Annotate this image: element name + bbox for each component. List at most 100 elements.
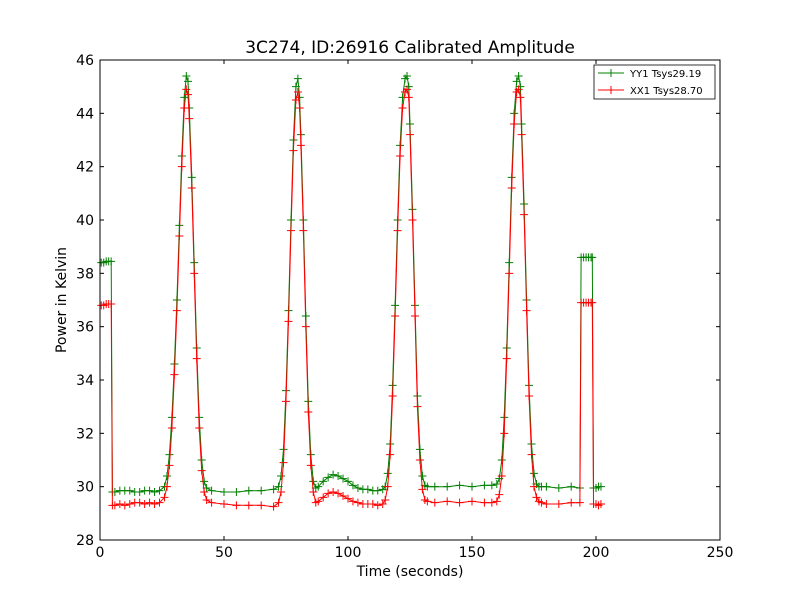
legend-entry-yy1: YY1 Tsys29.19 xyxy=(598,69,701,80)
data-point-marker xyxy=(430,498,439,507)
data-point-marker xyxy=(532,493,541,502)
data-point-marker xyxy=(393,226,402,235)
data-point-marker xyxy=(348,497,357,506)
data-point-marker xyxy=(175,232,184,240)
data-point-marker xyxy=(329,488,338,496)
data-point-marker xyxy=(492,497,501,506)
data-point-marker xyxy=(314,482,323,491)
data-point-marker xyxy=(514,72,523,80)
data-point-marker xyxy=(295,104,304,112)
ticks-layer: 0 50 100 150 200 250 28 30 32 34 36 38 40 42 44 46 xyxy=(76,53,733,561)
data-point-marker xyxy=(468,497,476,506)
data-point-marker xyxy=(202,496,211,504)
data-point-marker xyxy=(487,498,496,507)
data-point-marker xyxy=(293,74,302,83)
data-point-marker xyxy=(334,489,343,498)
y-tick-label: 32 xyxy=(76,426,94,442)
data-point-marker xyxy=(293,88,302,96)
data-point-marker xyxy=(373,501,382,510)
data-point-marker xyxy=(135,498,144,507)
data-point-marker xyxy=(497,456,506,464)
data-point-marker xyxy=(301,322,310,331)
data-point-marker xyxy=(155,498,164,507)
series-layer xyxy=(97,72,605,511)
legend-entry-xx1: XX1 Tsys28.70 xyxy=(598,86,703,97)
data-point-marker xyxy=(232,501,241,510)
y-tick-label: 38 xyxy=(76,266,94,282)
data-point-marker xyxy=(309,488,318,496)
data-point-marker xyxy=(172,306,181,315)
data-point-marker xyxy=(184,77,193,86)
data-point-marker xyxy=(277,472,286,480)
data-point-marker xyxy=(207,498,216,507)
y-tick-label: 36 xyxy=(76,320,94,336)
data-point-marker xyxy=(107,257,116,266)
legend-label-yy1: YY1 Tsys29.19 xyxy=(629,69,701,80)
data-point-marker xyxy=(368,500,377,508)
legend-marker-yy1 xyxy=(607,69,615,77)
data-point-marker xyxy=(530,469,538,478)
data-point-marker xyxy=(192,354,201,363)
data-point-marker xyxy=(150,488,159,496)
data-point-marker xyxy=(443,482,452,491)
data-point-marker xyxy=(430,482,439,491)
data-point-marker xyxy=(353,498,362,507)
data-point-marker xyxy=(170,370,179,379)
data-point-marker xyxy=(510,120,519,128)
data-point-marker xyxy=(418,472,427,480)
data-point-marker xyxy=(480,498,489,507)
data-point-marker xyxy=(510,109,519,118)
data-point-marker xyxy=(306,461,315,470)
data-point-marker xyxy=(542,482,551,491)
data-point-marker xyxy=(244,501,253,510)
data-point-marker xyxy=(525,392,534,400)
data-point-marker xyxy=(140,500,149,508)
data-point-marker xyxy=(588,298,597,307)
data-point-marker xyxy=(296,141,305,150)
x-tick-label: 100 xyxy=(335,545,362,561)
data-point-marker xyxy=(286,226,295,235)
data-point-marker xyxy=(542,500,551,508)
data-point-marker xyxy=(497,472,506,480)
data-point-marker xyxy=(257,486,266,495)
data-point-marker xyxy=(319,493,328,502)
data-point-marker xyxy=(522,306,531,315)
data-point-marker xyxy=(324,489,333,498)
data-point-marker xyxy=(165,461,174,470)
data-point-marker xyxy=(190,269,199,278)
data-point-marker xyxy=(180,104,189,112)
data-point-marker xyxy=(187,184,196,192)
data-point-marker xyxy=(487,481,496,490)
data-point-marker xyxy=(567,482,576,491)
data-point-marker xyxy=(339,492,348,500)
data-point-marker xyxy=(115,500,124,508)
data-point-marker xyxy=(514,85,523,94)
x-tick-label: 200 xyxy=(583,545,610,561)
data-point-marker xyxy=(381,496,390,504)
y-tick-label: 40 xyxy=(76,213,94,229)
data-point-marker xyxy=(177,162,186,171)
x-tick-label: 50 xyxy=(215,545,233,561)
data-point-marker xyxy=(404,93,413,102)
data-point-marker xyxy=(403,72,412,80)
data-point-marker xyxy=(284,317,293,326)
data-point-marker xyxy=(520,210,529,219)
y-tick-label: 28 xyxy=(76,533,94,549)
data-point-marker xyxy=(527,450,536,459)
y-tick-label: 44 xyxy=(76,106,94,122)
data-point-marker xyxy=(344,494,352,503)
data-point-marker xyxy=(516,93,525,102)
data-point-marker xyxy=(512,77,521,86)
x-axis-label: Time (seconds) xyxy=(356,564,464,580)
y-tick-label: 42 xyxy=(76,160,94,176)
data-point-marker xyxy=(120,501,129,510)
data-point-marker xyxy=(495,490,504,499)
data-point-marker xyxy=(274,498,283,507)
data-point-marker xyxy=(339,474,348,483)
data-point-marker xyxy=(567,498,576,507)
data-point-marker xyxy=(363,485,372,494)
data-point-marker xyxy=(403,85,412,94)
data-point-marker xyxy=(334,472,343,480)
data-point-marker xyxy=(291,96,300,104)
